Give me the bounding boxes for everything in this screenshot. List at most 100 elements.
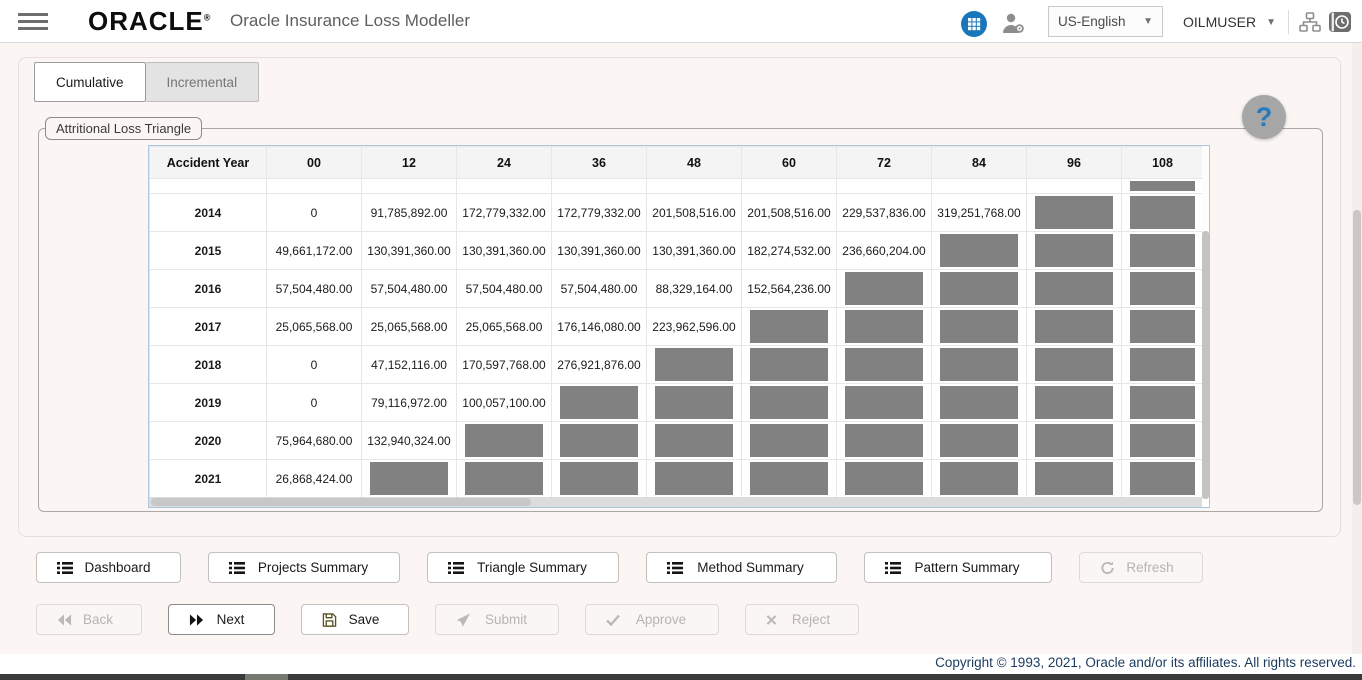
value-cell [646,421,742,460]
column-header: 84 [931,146,1027,179]
list-icon [229,561,245,575]
masked-cell [1130,424,1195,457]
value-cell [551,421,647,460]
button-label: Triangle Summary [477,560,587,575]
fieldset-legend: Attritional Loss Triangle [45,117,203,140]
masked-cell [1035,348,1113,381]
table-row: 2019 0 79,116,972.00 100,057,100.00 [149,383,1204,422]
masked-cell [750,348,828,381]
loss-triangle-scroll-container: Accident Year 00 12 24 36 48 60 72 84 96 108 2014 0… [148,145,1210,508]
loss-triangle-table: Accident Year 00 12 24 36 48 60 72 84 96 108 2014 0… [149,146,1204,498]
value-cell [1026,231,1122,270]
hierarchy-icon[interactable] [1299,12,1321,32]
masked-cell [1035,386,1113,419]
value-cell: 26,868,424.00 [266,459,362,498]
apps-grid-icon[interactable] [960,10,988,38]
table-horizontal-scrollbar[interactable] [149,497,1202,507]
value-cell [836,383,932,422]
masked-cell [750,462,828,495]
value-cell [741,421,837,460]
language-select[interactable]: US-English ▼ [1048,6,1163,37]
refresh-button: Refresh [1079,552,1203,583]
projects-summary-button[interactable]: Projects Summary [208,552,400,583]
vertical-scroll-thumb[interactable] [1202,231,1209,499]
masked-cell [845,272,923,305]
masked-cell [940,462,1018,495]
accident-year-cell: 2017 [149,307,267,346]
table-row: 2020 75,964,680.00 132,940,324.00 [149,421,1204,460]
value-cell [456,178,552,194]
bottom-bar-segment [245,674,288,680]
value-cell [836,269,932,308]
value-cell [551,459,647,498]
masked-cell [845,462,923,495]
value-cell: 201,508,516.00 [646,193,742,232]
save-button[interactable]: Save [301,604,409,635]
value-cell [551,383,647,422]
value-cell [931,383,1027,422]
value-cell [931,307,1027,346]
masked-cell [750,310,828,343]
tab-cumulative[interactable]: Cumulative [34,62,146,102]
value-cell: 79,116,972.00 [361,383,457,422]
value-cell [551,178,647,194]
value-cell: 201,508,516.00 [741,193,837,232]
back-button: Back [36,604,142,635]
value-cell: 236,660,204.00 [836,231,932,270]
masked-cell [940,272,1018,305]
table-row: 2021 26,868,424.00 [149,459,1204,498]
method-summary-button[interactable]: Method Summary [646,552,837,583]
horizontal-scroll-thumb[interactable] [151,498,531,506]
button-label: Back [82,612,113,627]
column-header: 00 [266,146,362,179]
save-icon [322,612,337,627]
help-icon[interactable]: ? [1242,95,1286,139]
value-cell [1026,459,1122,498]
value-cell: 47,152,116.00 [361,345,457,384]
session-clock-icon[interactable] [1328,10,1352,34]
value-cell [1121,307,1204,346]
value-cell: 170,597,768.00 [456,345,552,384]
masked-cell [655,424,733,457]
value-cell [931,231,1027,270]
value-cell: 57,504,480.00 [266,269,362,308]
value-cell [646,178,742,194]
tab-incremental[interactable]: Incremental [145,62,260,102]
pattern-summary-button[interactable]: Pattern Summary [864,552,1052,583]
triangle-summary-button[interactable]: Triangle Summary [427,552,619,583]
value-cell [1121,421,1204,460]
value-cell: 176,146,080.00 [551,307,647,346]
masked-cell [1130,386,1195,419]
masked-cell [1035,272,1113,305]
dashboard-button[interactable]: Dashboard [36,552,181,583]
table-vertical-scrollbar[interactable] [1202,146,1209,499]
app-title: Oracle Insurance Loss Modeller [230,11,471,30]
masked-cell [560,462,638,495]
value-cell: 229,537,836.00 [836,193,932,232]
value-cell [266,178,362,194]
masked-cell [560,386,638,419]
user-menu[interactable]: OILMUSER ▼ [1183,11,1276,33]
user-settings-icon[interactable] [1000,11,1026,36]
value-cell: 57,504,480.00 [456,269,552,308]
list-icon [448,561,464,575]
value-cell: 182,274,532.00 [741,231,837,270]
table-row: 2018 0 47,152,116.00 170,597,768.00 276,921,… [149,345,1204,384]
window-scrollbar[interactable] [1352,43,1362,654]
value-cell [741,345,837,384]
column-header: 24 [456,146,552,179]
check-icon [606,614,620,626]
menu-hamburger-icon[interactable] [18,13,48,30]
value-cell [836,459,932,498]
next-button[interactable]: Next [168,604,275,635]
value-cell [741,459,837,498]
value-cell [836,421,932,460]
workflow-button-row: Back Next Save Submit Approve Reject [36,604,859,635]
value-cell: 130,391,360.00 [361,231,457,270]
value-cell: 152,564,236.00 [741,269,837,308]
value-cell: 130,391,360.00 [646,231,742,270]
masked-cell [370,462,448,495]
window-scroll-thumb[interactable] [1353,210,1361,505]
accident-year-cell: 2019 [149,383,267,422]
value-cell [1121,383,1204,422]
